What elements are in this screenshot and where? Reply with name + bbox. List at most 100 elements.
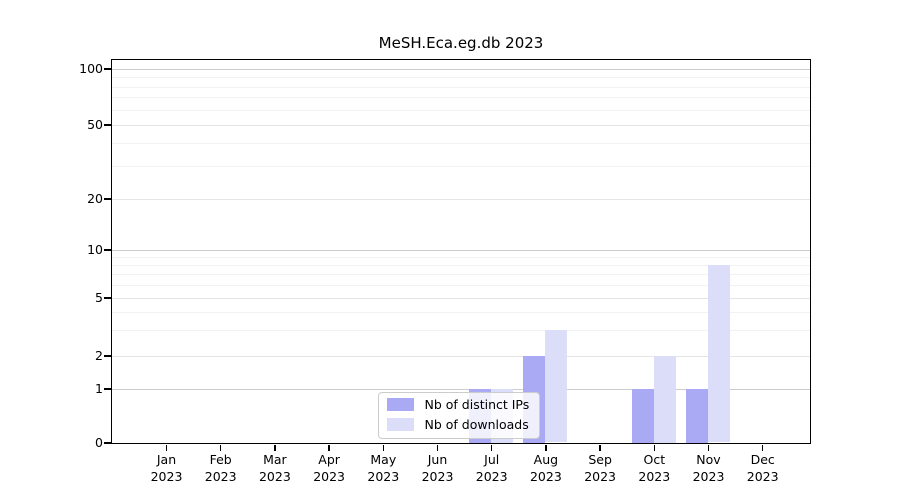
x-tick-year: 2023: [475, 468, 508, 484]
gridline-10: [111, 249, 810, 251]
bar-downloads-oct: [653, 355, 676, 443]
y-tick-mark-0: [104, 442, 111, 444]
gridline-6: [111, 284, 810, 286]
x-tick-mark-aug: [545, 444, 547, 451]
y-tick-mark-1: [104, 388, 111, 390]
x-tick-label-dec: Dec 2023: [732, 452, 794, 485]
x-tick-year: 2023: [584, 468, 616, 484]
x-tick-year: 2023: [204, 468, 237, 484]
legend-swatch-distinct-ips: [386, 398, 414, 411]
y-tick-label-100: 100: [79, 61, 103, 76]
x-tick-mark-jul: [490, 444, 493, 451]
x-tick-label-may: May 2023: [352, 452, 414, 485]
bar-downloads-nov: [708, 264, 730, 443]
y-tick-label-10: 10: [87, 242, 103, 257]
x-tick-month: Mar: [263, 452, 287, 467]
x-tick-month: May: [370, 452, 397, 467]
gridline-4: [111, 311, 810, 313]
x-tick-mark-oct: [653, 444, 656, 451]
x-tick-year: 2023: [746, 468, 779, 484]
gridline-50: [111, 124, 810, 126]
y-tick-mark-5: [104, 297, 111, 299]
chart-title: MeSH.Eca.eg.db 2023: [378, 34, 544, 52]
x-tick-label-mar: Mar 2023: [244, 452, 306, 485]
y-tick-label-5: 5: [95, 290, 103, 305]
x-tick-year: 2023: [313, 468, 345, 484]
x-tick-year: 2023: [367, 468, 400, 484]
gridline-40: [111, 142, 810, 144]
x-tick-year: 2023: [258, 468, 291, 484]
x-tick-month: Apr: [318, 452, 340, 467]
x-tick-month: Jan: [156, 452, 177, 467]
legend-label-distinct-ips: Nb of distinct IPs: [424, 396, 530, 412]
x-tick-year: 2023: [638, 468, 671, 484]
legend-swatch-downloads: [386, 418, 414, 431]
bars-layer: [112, 60, 810, 443]
x-tick-label-sep: Sep 2023: [569, 452, 631, 485]
y-tick-label-50: 50: [87, 117, 103, 132]
gridline-2: [111, 355, 810, 357]
gridline-9: [111, 256, 810, 258]
x-tick-mark-mar: [274, 444, 276, 451]
x-tick-mark-may: [382, 444, 385, 451]
gridline-1: [111, 388, 810, 390]
x-tick-year: 2023: [692, 468, 725, 484]
x-tick-month: Nov: [696, 452, 721, 467]
gridline-30: [111, 165, 810, 167]
y-tick-label-20: 20: [87, 191, 103, 206]
x-tick-label-apr: Apr 2023: [298, 452, 360, 485]
x-tick-year: 2023: [529, 468, 562, 484]
y-tick-label-2: 2: [95, 348, 103, 363]
legend: Nb of distinct IPs Nb of downloads: [377, 391, 541, 439]
bar-distinct-ips-nov: [686, 388, 708, 443]
x-tick-mark-nov: [707, 444, 710, 451]
x-tick-month: Oct: [643, 452, 666, 467]
y-tick-label-0: 0: [95, 435, 103, 450]
y-tick-mark-2: [104, 355, 111, 357]
legend-entry-downloads: Nb of downloads: [386, 416, 530, 432]
gridline-8: [111, 264, 810, 266]
x-tick-month: Dec: [750, 452, 775, 467]
x-tick-label-aug: Aug 2023: [515, 452, 577, 485]
y-tick-mark-20: [104, 198, 111, 200]
y-tick-mark-10: [104, 249, 111, 251]
x-tick-label-oct: Oct 2023: [623, 452, 685, 485]
gridline-70: [111, 97, 810, 99]
gridline-7: [111, 274, 810, 276]
x-tick-label-jan: Jan 2023: [136, 452, 198, 485]
gridline-60: [111, 109, 810, 111]
x-tick-mark-jun: [436, 444, 439, 451]
x-tick-month: Jun: [427, 452, 448, 467]
gridline-100: [111, 68, 810, 70]
x-tick-mark-feb: [219, 444, 222, 451]
x-tick-label-jun: Jun 2023: [407, 452, 469, 485]
x-tick-month: Jul: [484, 452, 500, 467]
gridline-3: [111, 329, 810, 331]
bar-downloads-aug: [545, 329, 568, 443]
gridline-20: [111, 198, 810, 200]
y-tick-label-1: 1: [95, 381, 103, 396]
x-tick-year: 2023: [150, 468, 183, 484]
x-tick-month: Sep: [588, 452, 612, 467]
y-tick-mark-50: [104, 124, 111, 126]
plot-area: Nb of distinct IPs Nb of downloads: [110, 58, 811, 444]
x-tick-mark-dec: [761, 444, 764, 451]
bar-distinct-ips-oct: [631, 388, 654, 443]
y-tick-mark-100: [104, 68, 111, 70]
gridline-90: [111, 77, 810, 78]
gridline-80: [111, 86, 810, 88]
x-tick-mark-jan: [165, 444, 168, 451]
x-tick-label-nov: Nov 2023: [678, 452, 740, 485]
x-tick-mark-sep: [599, 444, 601, 451]
x-tick-label-jul: Jul 2023: [461, 452, 523, 485]
legend-entry-distinct-ips: Nb of distinct IPs: [386, 396, 530, 412]
x-tick-month: Feb: [209, 452, 232, 467]
x-tick-year: 2023: [421, 468, 454, 484]
legend-label-downloads: Nb of downloads: [424, 416, 529, 432]
gridlines-layer: [111, 60, 810, 443]
gridline-5: [111, 297, 810, 299]
x-tick-month: Aug: [533, 452, 559, 467]
x-tick-label-feb: Feb 2023: [190, 452, 252, 485]
x-tick-mark-apr: [328, 444, 330, 451]
